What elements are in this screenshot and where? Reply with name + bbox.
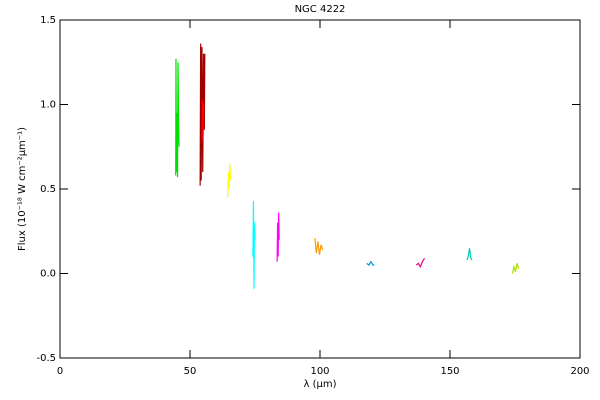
plot-frame xyxy=(59,19,581,359)
x-tick-label: 0 xyxy=(57,366,63,377)
x-tick-label: 200 xyxy=(570,366,589,377)
x-tick-label: 150 xyxy=(440,366,459,377)
spectrum-line xyxy=(175,58,180,178)
y-axis-label: Flux (10⁻¹⁸ W cm⁻²μm⁻¹) xyxy=(17,127,28,251)
y-tick-label: 0.0 xyxy=(40,269,56,280)
spectrum-line xyxy=(415,257,426,269)
spectrum-line xyxy=(252,200,256,289)
spectrum-line xyxy=(366,260,375,266)
spectrum-line xyxy=(276,212,280,262)
spectrum-line xyxy=(201,99,205,142)
x-tick-label: 50 xyxy=(184,366,197,377)
chart-title: NGC 4222 xyxy=(295,4,346,15)
y-tick-label: 1.5 xyxy=(40,15,56,26)
spectrum-line xyxy=(511,263,520,274)
spectrum-line xyxy=(314,237,324,256)
x-axis-label: λ (μm) xyxy=(303,379,336,390)
y-tick-label: 0.5 xyxy=(40,184,56,195)
spectrum-line xyxy=(466,248,473,261)
x-tick-label: 100 xyxy=(310,366,329,377)
y-tick-label: -0.5 xyxy=(36,353,56,364)
spectrum-line xyxy=(227,163,232,198)
y-tick-label: 1.0 xyxy=(40,100,56,111)
